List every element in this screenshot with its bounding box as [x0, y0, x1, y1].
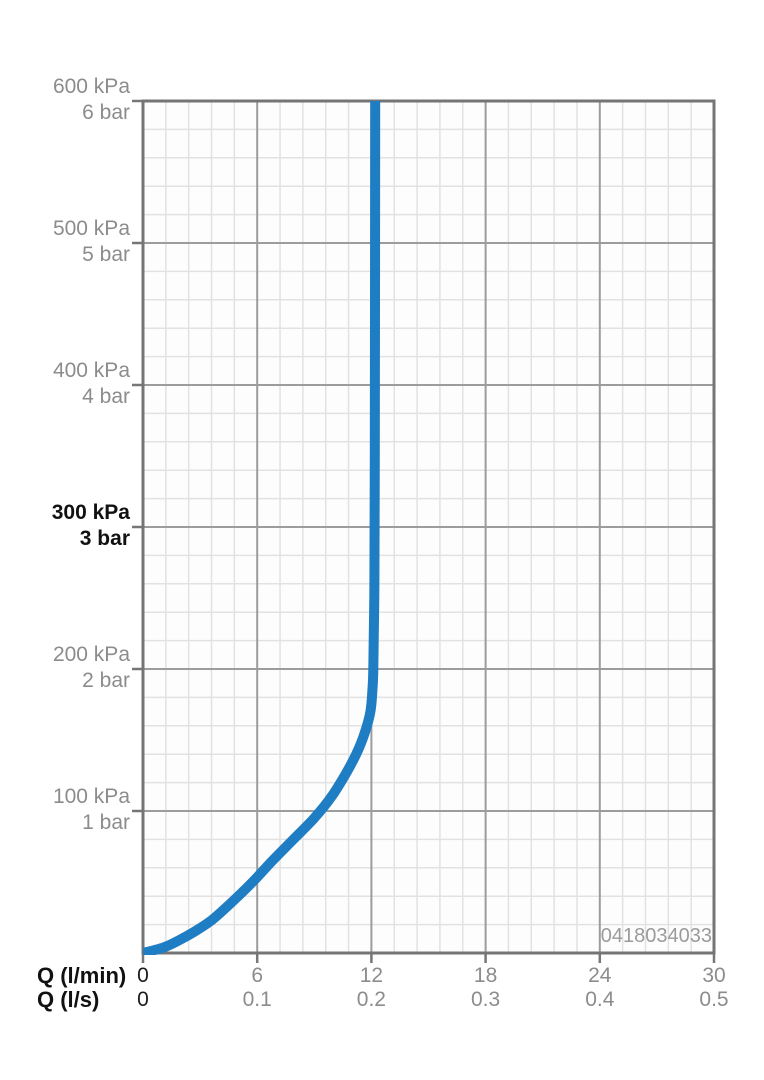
y-tick-label-400: 400 kPa 4 bar [0, 358, 130, 410]
y-tick-kpa: 200 kPa [52, 643, 130, 666]
y-tick-kpa: 400 kPa [52, 359, 130, 382]
x-tick-label-l/s-0.4: 0.4 [585, 988, 615, 1011]
x-tick-label-l/s-0.3: 0.3 [470, 988, 501, 1011]
y-tick-bar: 4 bar [82, 385, 130, 408]
y-tick-kpa: 100 kPa [52, 785, 130, 808]
x-tick-label-l/min-6: 6 [251, 964, 264, 987]
x-tick-label-l/min-24: 24 [588, 964, 612, 987]
x-tick-label-l/s-0.2: 0.2 [356, 988, 386, 1011]
y-tick-bar: 1 bar [82, 811, 130, 834]
x-axis-title-ls: Q (l/s) [37, 987, 100, 1012]
y-tick-label-200: 200 kPa 2 bar [0, 642, 130, 694]
x-tick-label-l/min-30: 30 [702, 964, 726, 987]
y-tick-label-500: 500 kPa 5 bar [0, 216, 130, 268]
x-tick-label-l/min-12: 12 [359, 964, 384, 987]
x-axis-title-lmin: Q (l/min) [37, 963, 127, 988]
flow-rate-curve [143, 101, 381, 955]
plot-border [141, 99, 716, 955]
y-tick-bar: 2 bar [82, 669, 130, 692]
y-tick-kpa: 600 kPa [52, 75, 130, 98]
y-tick-bar: 6 bar [82, 101, 130, 124]
y-tick-label-100: 100 kPa 1 bar [0, 784, 130, 836]
y-tick-label-600: 600 kPa 6 bar [0, 74, 130, 126]
x-tick-label-l/s-0.5: 0.5 [699, 988, 729, 1011]
y-tick-kpa: 500 kPa [52, 217, 130, 240]
y-tick-bar: 5 bar [82, 243, 130, 266]
y-tick-bar: 3 bar [79, 527, 130, 550]
x-tick-label-l/s-0.1: 0.1 [242, 988, 272, 1011]
y-tick-label-300: 300 kPa 3 bar [0, 500, 130, 552]
y-tick-kpa: 300 kPa [51, 501, 130, 524]
article-number-watermark: 0418034033 [600, 925, 712, 947]
x-tick-label-l/min-18: 18 [473, 964, 498, 987]
x-tick-label-l/s-0: 0 [137, 988, 149, 1011]
x-tick-label-l/min-0: 0 [137, 964, 149, 987]
